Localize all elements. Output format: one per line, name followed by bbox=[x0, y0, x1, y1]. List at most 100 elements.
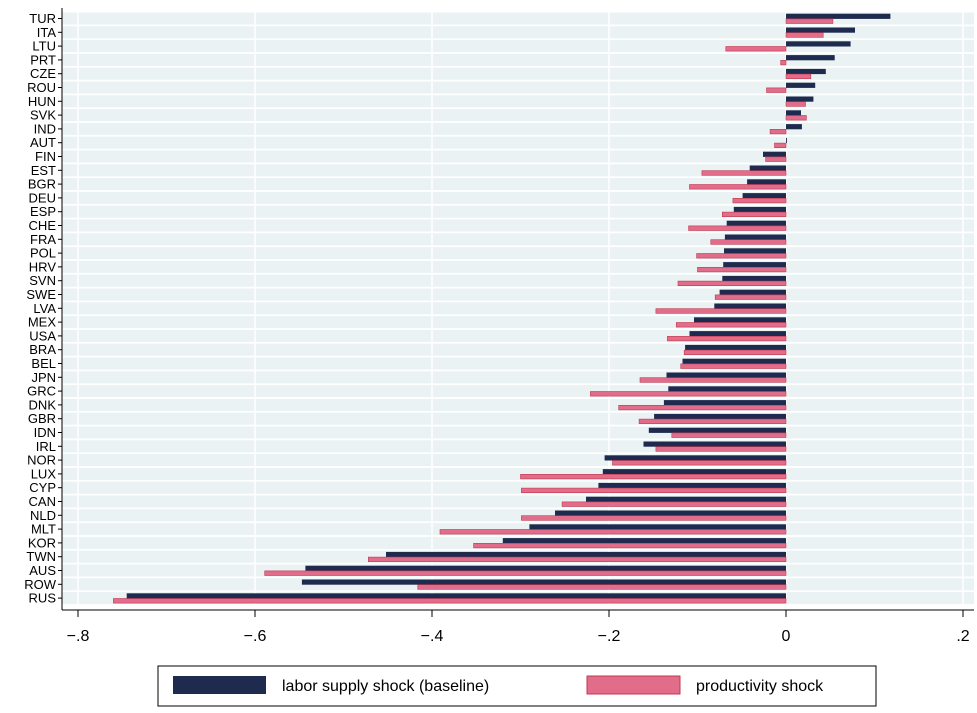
legend-label-productivity: productivity shock bbox=[696, 678, 824, 695]
category-label: HUN bbox=[28, 94, 56, 109]
row-stripe bbox=[62, 481, 974, 494]
bar-productivity-ROU bbox=[766, 87, 787, 93]
bar-productivity-LUX bbox=[520, 473, 787, 480]
row-stripe bbox=[62, 95, 974, 108]
category-label: AUS bbox=[29, 563, 56, 578]
bar-productivity-IDN bbox=[671, 432, 787, 438]
category-label: DEU bbox=[29, 190, 56, 205]
row-stripe bbox=[62, 467, 974, 480]
bar-labor-USA bbox=[689, 331, 786, 337]
row-stripe bbox=[62, 205, 974, 218]
category-label: CYP bbox=[29, 480, 56, 495]
bar-labor-DEU bbox=[742, 193, 786, 199]
bar-labor-TWN bbox=[386, 551, 786, 558]
bar-labor-CYP bbox=[598, 482, 786, 489]
category-label: TWN bbox=[26, 549, 56, 564]
row-stripe bbox=[62, 81, 974, 94]
bar-productivity-ITA bbox=[785, 32, 824, 38]
bar-productivity-TWN bbox=[367, 556, 787, 562]
category-label: LVA bbox=[33, 301, 56, 316]
bar-productivity-FRA bbox=[710, 239, 787, 245]
legend-frame bbox=[157, 665, 877, 707]
bar-labor-TUR bbox=[786, 13, 891, 19]
row-stripe bbox=[62, 316, 974, 329]
legend-swatch-labor bbox=[173, 676, 266, 694]
category-label: PRT bbox=[30, 52, 56, 67]
row-stripe bbox=[62, 412, 974, 425]
bar-productivity-CYP bbox=[521, 487, 787, 494]
bar-labor-SWE bbox=[719, 289, 786, 295]
bar-labor-BRA bbox=[685, 344, 786, 351]
bar-labor-NLD bbox=[555, 510, 786, 516]
bar-productivity-FIN bbox=[765, 156, 787, 162]
category-label: GBR bbox=[28, 411, 56, 426]
category-label: FRA bbox=[30, 232, 56, 247]
bar-labor-ITA bbox=[786, 27, 855, 33]
category-label: ROW bbox=[24, 577, 57, 592]
row-stripe bbox=[62, 67, 974, 80]
bar-productivity-DEU bbox=[732, 198, 787, 204]
category-label: HRV bbox=[29, 259, 57, 274]
bar-productivity-ROW bbox=[417, 584, 787, 590]
bar-labor-FIN bbox=[763, 151, 786, 157]
plot-area bbox=[62, 8, 974, 610]
bar-productivity-IND bbox=[769, 129, 787, 135]
category-label: IND bbox=[34, 121, 56, 136]
row-stripe bbox=[62, 288, 974, 301]
category-label: ITA bbox=[37, 25, 57, 40]
row-stripe bbox=[62, 454, 974, 467]
row-stripe bbox=[62, 426, 974, 439]
x-tick-label: −.6 bbox=[244, 628, 267, 645]
row-stripe bbox=[62, 233, 974, 246]
bar-labor-MLT bbox=[529, 524, 786, 530]
bar-productivity-DNK bbox=[618, 404, 787, 411]
bar-productivity-USA bbox=[667, 335, 787, 342]
bar-productivity-EST bbox=[701, 170, 787, 176]
x-tick-label: −.8 bbox=[67, 628, 90, 645]
bar-productivity-AUS bbox=[264, 570, 787, 576]
legend-swatch-productivity bbox=[586, 675, 681, 695]
category-label: KOR bbox=[28, 535, 56, 550]
bar-labor-CZE bbox=[786, 68, 826, 75]
category-label: DNK bbox=[29, 397, 57, 412]
bar-labor-BGR bbox=[747, 179, 786, 185]
category-label: CHE bbox=[29, 218, 57, 233]
bar-labor-FRA bbox=[724, 234, 786, 240]
bar-labor-ROW bbox=[301, 579, 786, 585]
bar-labor-LUX bbox=[602, 469, 786, 475]
bar-productivity-LTU bbox=[725, 46, 787, 52]
row-stripe bbox=[62, 440, 974, 453]
bar-productivity-HUN bbox=[785, 101, 806, 107]
category-label: JPN bbox=[31, 370, 56, 385]
bar-labor-JPN bbox=[666, 372, 786, 378]
bar-productivity-BEL bbox=[680, 363, 787, 369]
category-label: MEX bbox=[28, 315, 57, 330]
bar-productivity-HRV bbox=[697, 266, 787, 273]
legend: labor supply shock (baseline) productivi… bbox=[157, 665, 877, 707]
x-tick-label: .2 bbox=[956, 628, 969, 645]
bar-labor-SVK bbox=[786, 110, 801, 116]
row-stripe bbox=[62, 343, 974, 356]
bar-productivity-SVN bbox=[677, 280, 787, 287]
row-stripe bbox=[62, 12, 974, 25]
bar-productivity-JPN bbox=[639, 377, 787, 383]
bar-labor-CHE bbox=[726, 220, 786, 226]
category-label: RUS bbox=[29, 591, 57, 606]
category-label: SVN bbox=[29, 273, 56, 288]
category-label: POL bbox=[30, 246, 56, 261]
category-label: GRC bbox=[27, 384, 56, 399]
bar-productivity-MLT bbox=[439, 529, 787, 535]
category-label: EST bbox=[31, 163, 56, 178]
bar-labor-ROU bbox=[786, 82, 816, 88]
category-label: IRL bbox=[36, 439, 56, 454]
bar-labor-DNK bbox=[663, 400, 786, 406]
category-label: SWE bbox=[26, 287, 56, 302]
bar-labor-KOR bbox=[502, 538, 786, 544]
row-stripe bbox=[62, 329, 974, 342]
bar-productivity-LVA bbox=[655, 308, 787, 314]
bar-productivity-MEX bbox=[675, 322, 787, 328]
bar-labor-IRL bbox=[643, 441, 786, 447]
bar-productivity-CAN bbox=[561, 501, 787, 507]
